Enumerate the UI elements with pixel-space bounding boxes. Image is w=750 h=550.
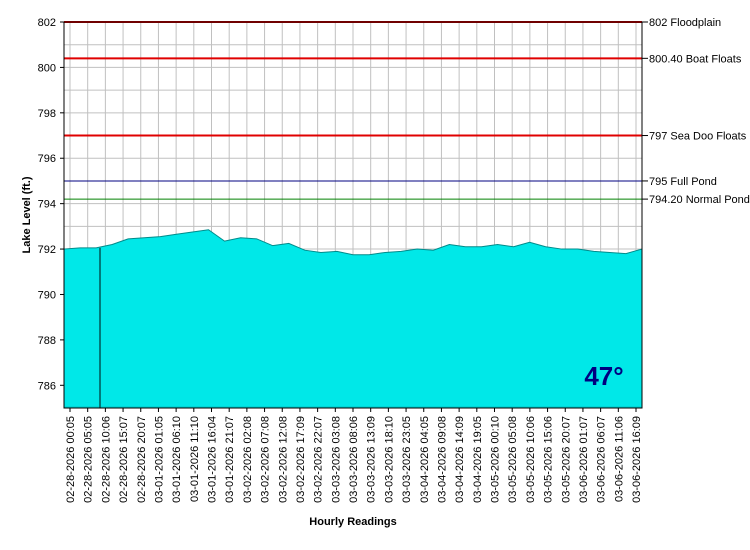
y-tick-label: 798: [38, 108, 56, 120]
y-tick-label: 802: [38, 17, 56, 29]
x-tick-label: 03-06-2026 06:07: [596, 416, 608, 503]
x-tick-label: 02-28-2026 20:07: [136, 416, 148, 503]
x-tick-label: 03-03-2026 23:05: [401, 416, 413, 503]
x-tick-label: 03-06-2026 16:09: [631, 416, 643, 503]
x-tick-label: 03-05-2026 00:10: [490, 416, 502, 503]
x-tick-label: 03-05-2026 10:06: [525, 416, 537, 503]
reference-label: 794.20 Normal Pond: [649, 194, 750, 206]
x-tick-label: 03-01-2026 06:10: [171, 416, 183, 503]
x-tick-label: 03-04-2026 04:05: [419, 416, 431, 503]
area-layer: [63, 229, 643, 409]
x-axis-title: Hourly Readings: [309, 516, 396, 528]
y-tick-labels: 786 788 790 792 794 796 798 800 802: [38, 17, 64, 392]
x-tick-label: 03-01-2026 11:10: [189, 416, 201, 502]
y-tick-label: 790: [38, 289, 56, 301]
x-tick-label: 03-04-2026 19:05: [472, 416, 484, 503]
x-tick-label: 03-02-2026 07:08: [260, 416, 272, 503]
reference-label: 800.40 Boat Floats: [649, 53, 742, 65]
x-tick-label: 03-02-2026 12:08: [277, 416, 289, 503]
x-tick-label: 03-01-2026 01:05: [153, 416, 165, 503]
x-tick-label: 03-02-2026 17:09: [295, 416, 307, 503]
y-tick-label: 800: [38, 62, 56, 74]
y-tick-label: 786: [38, 380, 56, 392]
y-tick-label: 794: [38, 199, 56, 211]
y-tick-label: 796: [38, 153, 56, 165]
level-area: [63, 229, 643, 409]
x-tick-label: 03-06-2026 11:06: [613, 416, 625, 502]
y-axis-title: Lake Level (ft.): [21, 176, 33, 253]
x-tick-label: 03-01-2026 16:04: [207, 416, 219, 503]
x-tick-label: 03-04-2026 14:09: [454, 416, 466, 503]
x-tick-label: 03-03-2026 18:10: [383, 416, 395, 503]
temperature-badge: 47°: [576, 354, 632, 398]
x-tick-label: 02-28-2026 10:06: [100, 416, 112, 503]
x-tick-label: 03-03-2026 08:06: [348, 416, 360, 503]
reference-lines: 802 Floodplain 800.40 Boat Floats 797 Sea …: [64, 17, 750, 206]
y-tick-label: 788: [38, 335, 56, 347]
x-tick-label: 03-03-2026 13:09: [366, 416, 378, 503]
x-tick-label: 03-05-2026 05:08: [507, 416, 519, 503]
reference-label: 797 Sea Doo Floats: [649, 131, 747, 143]
x-tick-label: 03-04-2026 09:08: [436, 416, 448, 503]
x-tick-label: 03-01-2026 21:07: [224, 416, 236, 503]
y-tick-label: 792: [38, 244, 56, 256]
x-tick-label: 02-28-2026 05:05: [83, 416, 95, 503]
x-tick-label: 03-06-2026 01:07: [578, 416, 590, 503]
x-tick-label: 03-05-2026 20:07: [560, 416, 572, 503]
x-tick-labels: 02-28-2026 00:05 02-28-2026 05:05 02-28-20…: [65, 408, 643, 503]
x-tick-label: 03-02-2026 02:08: [242, 416, 254, 503]
x-tick-label: 02-28-2026 15:07: [118, 416, 130, 503]
reference-label: 795 Full Pond: [649, 176, 717, 188]
reference-label: 802 Floodplain: [649, 17, 721, 29]
x-tick-label: 03-05-2026 15:06: [543, 416, 555, 503]
x-tick-label: 03-02-2026 22:07: [313, 416, 325, 503]
x-tick-label: 02-28-2026 00:05: [65, 416, 77, 503]
x-tick-label: 03-03-2026 03:08: [330, 416, 342, 503]
